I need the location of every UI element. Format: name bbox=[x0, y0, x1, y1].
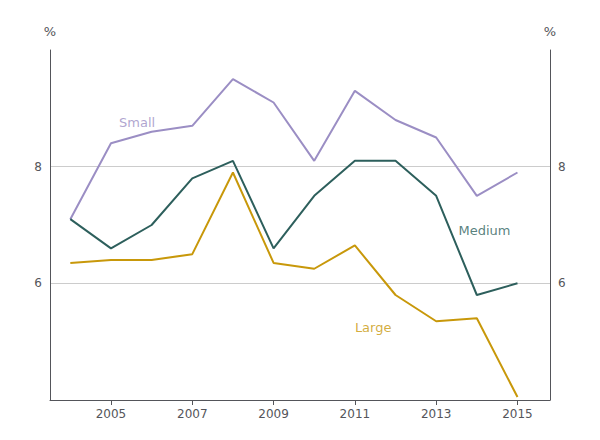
svg-text:Small: Small bbox=[119, 115, 155, 130]
svg-text:Large: Large bbox=[355, 320, 392, 335]
svg-text:2013: 2013 bbox=[421, 407, 452, 421]
svg-text:6: 6 bbox=[34, 276, 42, 290]
svg-text:8: 8 bbox=[558, 160, 566, 174]
svg-text:%: % bbox=[544, 24, 556, 39]
svg-text:2005: 2005 bbox=[96, 407, 127, 421]
svg-text:6: 6 bbox=[558, 276, 566, 290]
svg-text:%: % bbox=[44, 24, 56, 39]
svg-text:2009: 2009 bbox=[258, 407, 289, 421]
svg-text:2015: 2015 bbox=[502, 407, 533, 421]
svg-text:2007: 2007 bbox=[177, 407, 208, 421]
svg-text:8: 8 bbox=[34, 160, 42, 174]
svg-text:2011: 2011 bbox=[340, 407, 371, 421]
svg-text:Medium: Medium bbox=[459, 223, 511, 238]
